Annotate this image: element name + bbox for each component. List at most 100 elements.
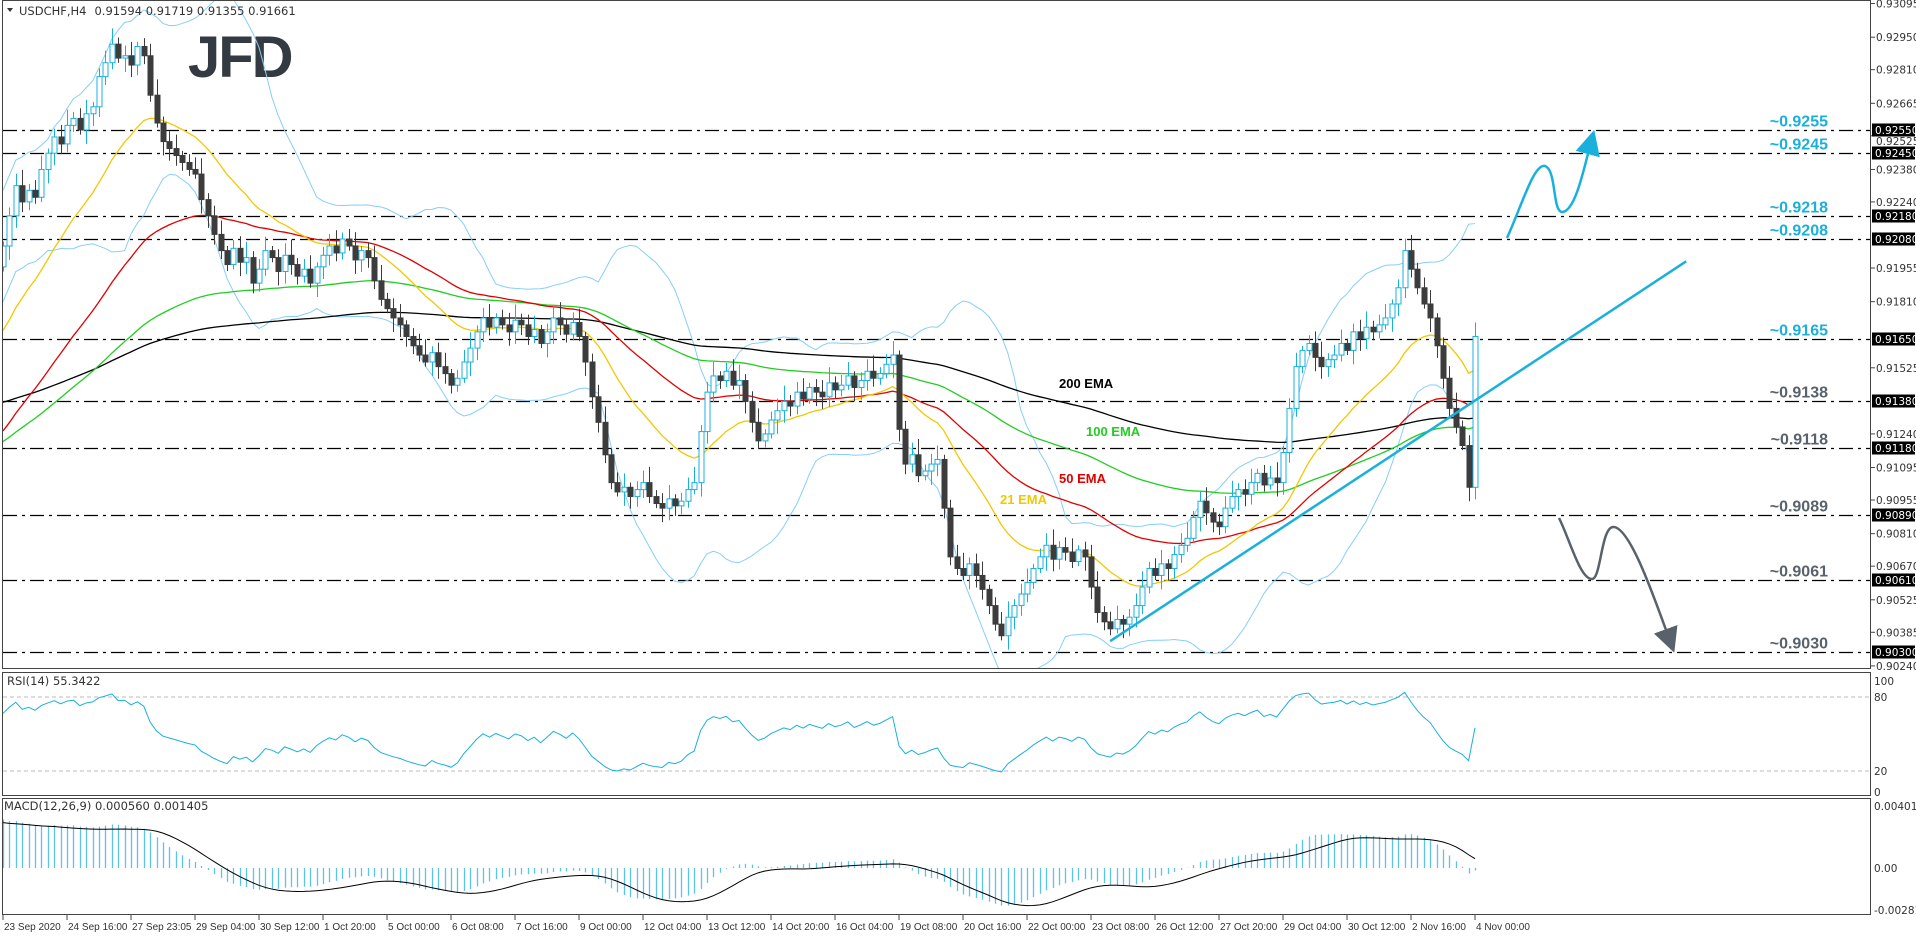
- candle[interactable]: [173, 134, 180, 166]
- candle[interactable]: [429, 346, 436, 376]
- candle[interactable]: [1274, 462, 1281, 497]
- candle[interactable]: [262, 236, 269, 276]
- candle[interactable]: [858, 372, 865, 400]
- candle[interactable]: [646, 466, 653, 504]
- candle[interactable]: [365, 242, 372, 268]
- candle[interactable]: [1165, 559, 1172, 581]
- candle[interactable]: [1005, 601, 1012, 650]
- candle[interactable]: [723, 362, 730, 388]
- candle[interactable]: [896, 350, 903, 442]
- candle[interactable]: [282, 243, 289, 284]
- candle[interactable]: [1261, 465, 1268, 492]
- candle[interactable]: [1062, 537, 1069, 561]
- trendline[interactable]: [1109, 260, 1687, 643]
- candle[interactable]: [634, 481, 641, 507]
- candle[interactable]: [6, 207, 13, 260]
- candle[interactable]: [1107, 611, 1114, 636]
- candle[interactable]: [832, 376, 839, 399]
- candle[interactable]: [717, 371, 724, 389]
- candle[interactable]: [109, 28, 116, 70]
- candle[interactable]: [986, 584, 993, 614]
- candle[interactable]: [557, 302, 564, 336]
- candle[interactable]: [710, 362, 717, 403]
- candle[interactable]: [211, 205, 218, 245]
- candle[interactable]: [307, 255, 314, 288]
- candle[interactable]: [909, 442, 916, 473]
- candle[interactable]: [186, 154, 193, 176]
- candle[interactable]: [602, 406, 609, 464]
- candle[interactable]: [288, 239, 295, 275]
- candle[interactable]: [819, 380, 826, 409]
- candle[interactable]: [621, 473, 628, 506]
- candle[interactable]: [160, 116, 167, 156]
- candle[interactable]: [1050, 529, 1057, 572]
- candle[interactable]: [595, 384, 602, 433]
- candle[interactable]: [1222, 496, 1229, 534]
- candle[interactable]: [1312, 331, 1319, 372]
- candle[interactable]: [640, 470, 647, 498]
- candle[interactable]: [614, 472, 621, 497]
- candle[interactable]: [1235, 483, 1242, 511]
- candle[interactable]: [1408, 234, 1415, 278]
- candle[interactable]: [326, 233, 333, 266]
- candle[interactable]: [384, 292, 391, 314]
- bearish-scenario-arrow[interactable]: [1557, 517, 1678, 653]
- time-axis[interactable]: 23 Sep 2020 24 Sep 16:00 27 Sep 23:05 29 Se…: [2, 915, 1530, 933]
- candle[interactable]: [627, 482, 634, 509]
- candle[interactable]: [698, 425, 705, 497]
- candle[interactable]: [1344, 338, 1351, 356]
- candle[interactable]: [966, 557, 973, 590]
- candle[interactable]: [1370, 320, 1377, 341]
- candle[interactable]: [1440, 337, 1447, 389]
- macd-panel[interactable]: [2, 798, 1871, 915]
- candle[interactable]: [1069, 538, 1076, 569]
- candle[interactable]: [576, 308, 583, 342]
- candle[interactable]: [787, 394, 794, 417]
- candle[interactable]: [742, 374, 749, 414]
- candle[interactable]: [371, 245, 378, 290]
- candle[interactable]: [992, 597, 999, 631]
- candle[interactable]: [736, 364, 743, 400]
- candle[interactable]: [77, 108, 84, 135]
- candle[interactable]: [1043, 533, 1050, 571]
- candle[interactable]: [147, 43, 154, 102]
- symbol-dropdown-icon[interactable]: [7, 8, 13, 12]
- price-axis[interactable]: 0.93095 0.92950 0.92810 0.92665 0.92525 0.923…: [1871, 0, 1916, 673]
- candle[interactable]: [934, 445, 941, 477]
- candle[interactable]: [1427, 290, 1434, 332]
- candle[interactable]: [243, 241, 250, 275]
- candle[interactable]: [397, 304, 404, 337]
- candle[interactable]: [294, 258, 301, 285]
- ascending-trendline[interactable]: [1109, 260, 1687, 643]
- candle[interactable]: [1229, 480, 1236, 513]
- candle[interactable]: [704, 381, 711, 444]
- candle[interactable]: [1331, 344, 1338, 369]
- candle[interactable]: [1126, 608, 1133, 637]
- candle[interactable]: [1267, 465, 1274, 490]
- candle[interactable]: [480, 307, 487, 343]
- candle[interactable]: [1171, 546, 1178, 579]
- candle[interactable]: [1382, 304, 1389, 330]
- candle[interactable]: [1152, 558, 1159, 581]
- candle[interactable]: [570, 312, 577, 341]
- candle[interactable]: [1357, 319, 1364, 351]
- candle[interactable]: [90, 102, 97, 126]
- candle[interactable]: [531, 315, 538, 343]
- candle[interactable]: [115, 37, 122, 63]
- candle[interactable]: [870, 355, 877, 387]
- candle[interactable]: [1293, 352, 1300, 417]
- candle[interactable]: [806, 382, 813, 404]
- candle[interactable]: [890, 341, 897, 379]
- candle[interactable]: [506, 312, 513, 346]
- candle[interactable]: [589, 353, 596, 409]
- candle[interactable]: [1094, 571, 1101, 623]
- candle[interactable]: [813, 379, 820, 407]
- candle[interactable]: [346, 228, 353, 251]
- candle[interactable]: [486, 304, 493, 336]
- candle[interactable]: [410, 328, 417, 355]
- candle[interactable]: [762, 429, 769, 448]
- candle[interactable]: [1350, 323, 1357, 365]
- candle[interactable]: [166, 131, 173, 161]
- candle[interactable]: [192, 157, 199, 179]
- candle[interactable]: [269, 246, 276, 263]
